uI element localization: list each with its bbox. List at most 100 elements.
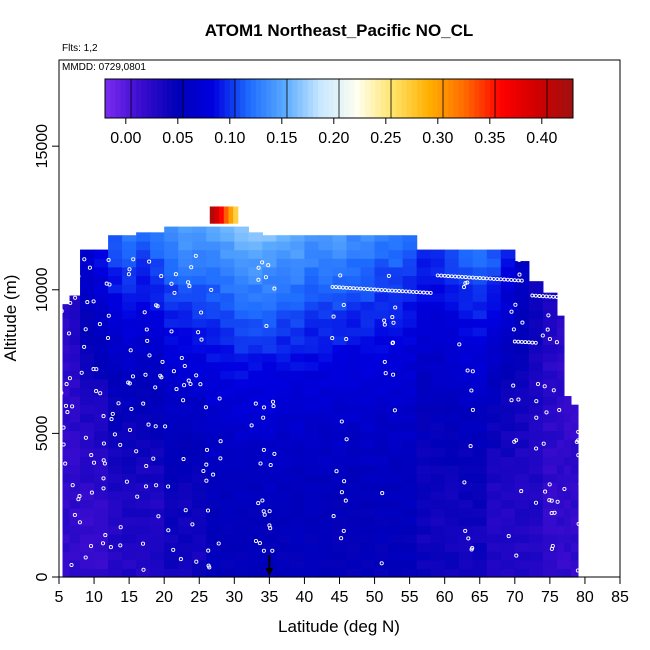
track-point	[102, 461, 107, 466]
colorbar-tick-label: 0.25	[370, 130, 401, 147]
track-point	[342, 479, 347, 484]
heatmap-cell	[150, 430, 165, 440]
heatmap-cell	[150, 482, 165, 492]
track-point	[533, 500, 539, 505]
track-point	[77, 520, 82, 525]
colorbar-segment	[136, 79, 142, 118]
heatmap-cell	[69, 533, 81, 544]
track-point	[512, 278, 517, 283]
track-point	[112, 432, 117, 437]
heatmap-cell	[332, 387, 348, 397]
heatmap-cell	[332, 301, 348, 311]
heatmap-cell	[136, 421, 151, 432]
heatmap-cell	[472, 309, 488, 320]
colorbar-segment	[510, 79, 517, 118]
heatmap-cell	[500, 499, 516, 509]
heatmap-cell	[318, 309, 334, 320]
heatmap-cell	[430, 361, 446, 371]
heatmap-cell	[458, 568, 474, 578]
heatmap-cell	[248, 266, 263, 277]
heatmap-cell	[248, 430, 263, 440]
colorbar-segment	[177, 79, 184, 118]
heatmap-cell	[528, 352, 544, 363]
heatmap-cell	[164, 361, 179, 371]
track-point	[470, 369, 475, 374]
heatmap-cell	[248, 508, 263, 518]
heatmap-cell	[542, 387, 558, 397]
heatmap-cell	[486, 361, 502, 371]
heatmap-cell	[388, 456, 404, 466]
heatmap-cell	[164, 249, 179, 259]
heatmap-cell	[360, 439, 376, 449]
heatmap-cell	[430, 421, 446, 432]
track-point	[141, 401, 146, 406]
heatmap-cell	[556, 525, 565, 535]
colorbar-segment	[417, 79, 423, 118]
heatmap-cell	[542, 404, 558, 414]
heatmap-cell	[276, 301, 292, 311]
track-point	[172, 290, 177, 295]
heatmap-cell	[402, 499, 418, 509]
colorbar-segment	[521, 79, 527, 118]
heatmap-cell	[346, 413, 362, 423]
heatmap-cell	[318, 456, 334, 466]
heatmap-cell	[388, 344, 404, 354]
heatmap-cell	[570, 516, 579, 526]
heatmap-cell	[374, 499, 390, 509]
track-point	[135, 494, 140, 499]
heatmap-cell	[500, 396, 516, 406]
colorbar-segment	[115, 79, 122, 118]
heatmap-cell	[220, 404, 235, 414]
heatmap-cell	[290, 421, 306, 432]
heatmap-cell	[402, 396, 418, 406]
heatmap-cell	[542, 456, 558, 466]
heatmap-cell	[220, 344, 235, 354]
heatmap-cell	[430, 292, 446, 302]
heatmap-cell	[276, 559, 292, 569]
heatmap-cell	[178, 309, 193, 320]
heatmap-cell	[234, 258, 249, 268]
heatmap-cell	[346, 439, 362, 449]
heatmap-cell	[220, 559, 235, 569]
heatmap-cell	[402, 439, 418, 449]
heatmap-cell	[220, 447, 235, 457]
heatmap-cell	[192, 258, 207, 268]
heatmap-cell	[80, 352, 95, 363]
heatmap-cell	[136, 292, 151, 302]
heatmap-cell	[528, 309, 544, 320]
colorbar-segment	[125, 79, 132, 118]
heatmap-cell	[472, 464, 488, 475]
heatmap-cell	[402, 404, 418, 414]
heatmap-cell	[486, 378, 502, 389]
heatmap-cell	[332, 318, 348, 328]
heatmap-cell	[136, 439, 151, 449]
heatmap-cell	[416, 559, 432, 569]
heatmap-cell	[304, 525, 320, 535]
track-point	[262, 512, 267, 517]
heatmap-cell	[262, 396, 277, 406]
heatmap-cell	[346, 568, 362, 578]
heatmap-cells	[62, 206, 579, 578]
heatmap-cell	[122, 284, 137, 294]
heatmap-cell	[360, 490, 376, 501]
heatmap-cell	[402, 542, 418, 552]
heatmap-cell	[234, 226, 249, 233]
heatmap-cell	[556, 542, 565, 552]
heatmap-cell	[374, 370, 390, 380]
heatmap-cell	[304, 396, 320, 406]
heatmap-cell	[346, 551, 362, 561]
heatmap-cell	[444, 551, 460, 561]
heatmap-cell	[318, 249, 334, 259]
heatmap-cell	[416, 482, 432, 492]
heatmap-cell	[514, 559, 530, 569]
heatmap-cell	[80, 370, 95, 380]
heatmap-cell	[206, 352, 221, 363]
heatmap-cell	[556, 533, 565, 544]
heatmap-cell	[374, 439, 390, 449]
heatmap-cell	[458, 249, 474, 259]
heatmap-cell	[500, 327, 516, 337]
heatmap-cell	[374, 301, 390, 311]
track-point	[465, 280, 470, 285]
heatmap-cell	[164, 344, 179, 354]
colorbar-segment	[432, 79, 439, 118]
